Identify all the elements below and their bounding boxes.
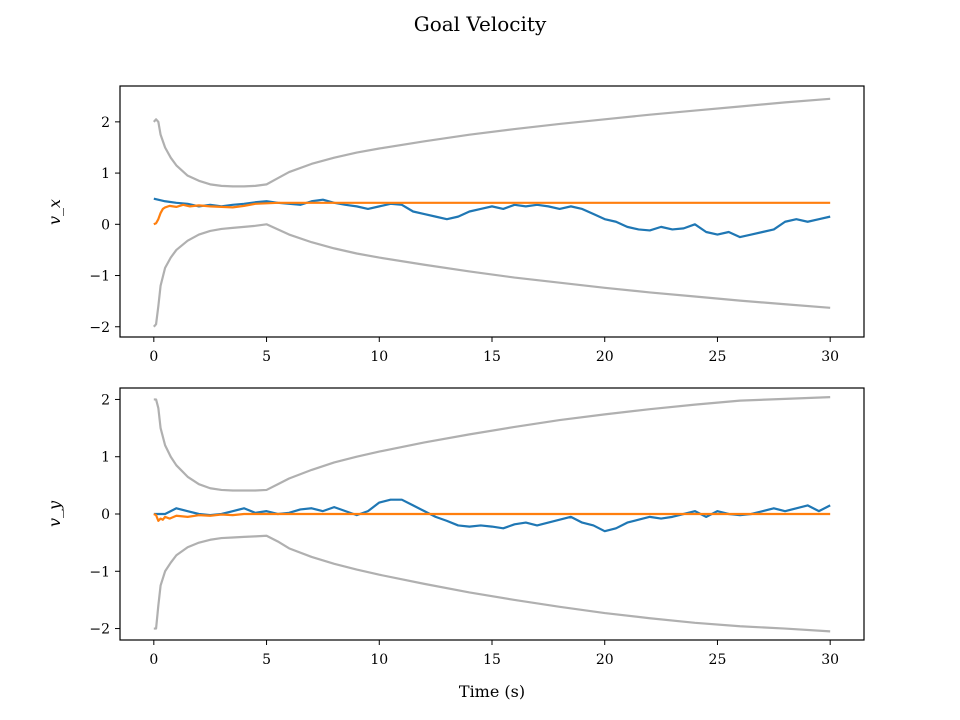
y-tick-label: −2 bbox=[89, 320, 110, 336]
subplot-vx: 0 5 10 15 20 25 30 −2 −1 0 1 2 v_x bbox=[45, 85, 865, 365]
x-tick-label: 5 bbox=[262, 652, 271, 668]
series-vx-upper-bound bbox=[152, 97, 831, 188]
y-tick-label: −1 bbox=[89, 564, 110, 580]
subplot-vy-x-axis: 0 5 10 15 20 25 30 bbox=[149, 640, 839, 668]
x-tick-label: 25 bbox=[709, 349, 727, 365]
x-tick-label: 20 bbox=[596, 349, 614, 365]
subplot-vx-x-axis: 0 5 10 15 20 25 30 bbox=[149, 337, 839, 365]
subplot-vx-ylabel: v_x bbox=[45, 199, 64, 225]
x-tick-label: 30 bbox=[821, 652, 839, 668]
series-vy-upper-bound bbox=[153, 396, 831, 492]
x-axis-label: Time (s) bbox=[459, 682, 525, 701]
y-tick-label: −1 bbox=[89, 269, 110, 285]
subplot-vx-y-axis: −2 −1 0 1 2 bbox=[89, 115, 120, 336]
x-tick-label: 0 bbox=[149, 652, 158, 668]
subplot-vy-ylabel: v_y bbox=[45, 500, 64, 527]
x-tick-label: 10 bbox=[370, 349, 388, 365]
y-tick-label: −2 bbox=[89, 622, 110, 638]
series-vy-measured bbox=[153, 498, 831, 533]
x-tick-label: 15 bbox=[483, 349, 501, 365]
subplot-vy: 0 5 10 15 20 25 30 −2 −1 0 1 2 v_y bbox=[45, 387, 865, 668]
figure-title: Goal Velocity bbox=[414, 12, 547, 36]
x-tick-label: 20 bbox=[596, 652, 614, 668]
x-tick-label: 0 bbox=[149, 349, 158, 365]
subplot-vy-y-axis: −2 −1 0 1 2 bbox=[89, 392, 120, 638]
series-vx-goal bbox=[153, 201, 831, 226]
series-vx-lower-bound bbox=[152, 223, 831, 328]
series-vx-measured bbox=[153, 197, 831, 239]
x-tick-label: 25 bbox=[709, 652, 727, 668]
y-tick-label: 2 bbox=[101, 115, 110, 131]
subplot-vy-plot-area bbox=[153, 396, 831, 633]
y-tick-label: 2 bbox=[101, 392, 110, 408]
x-tick-label: 30 bbox=[821, 349, 839, 365]
x-tick-label: 10 bbox=[370, 652, 388, 668]
y-tick-label: 0 bbox=[101, 217, 110, 233]
x-tick-label: 5 bbox=[262, 349, 271, 365]
y-tick-label: 0 bbox=[101, 507, 110, 523]
series-vy-lower-bound bbox=[153, 534, 831, 633]
x-tick-label: 15 bbox=[483, 652, 501, 668]
y-tick-label: 1 bbox=[101, 166, 110, 182]
series-vy-goal bbox=[153, 512, 831, 522]
y-tick-label: 1 bbox=[101, 450, 110, 466]
subplot-vx-plot-area bbox=[152, 97, 831, 328]
